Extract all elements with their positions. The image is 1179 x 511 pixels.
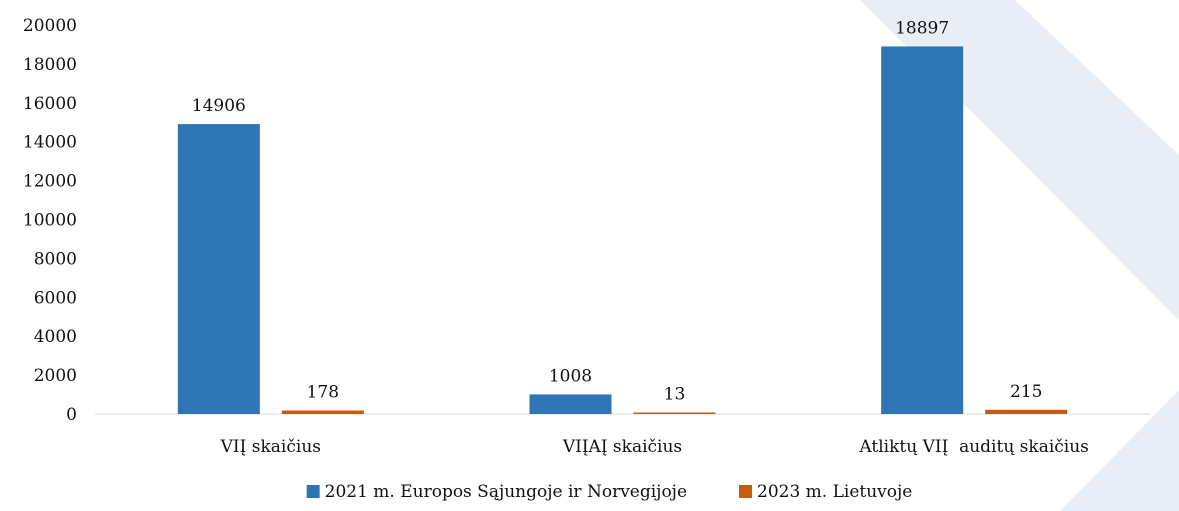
decoration-band-lower: [1060, 390, 1179, 511]
category-label: VIĮAĮ skaičius: [562, 437, 682, 457]
data-label: 178: [307, 383, 339, 403]
data-label: 18897: [895, 18, 949, 38]
y-tick-label: 16000: [23, 94, 77, 114]
y-tick-label: 10000: [23, 211, 77, 231]
y-tick-label: 8000: [34, 249, 77, 269]
y-tick-label: 12000: [23, 172, 77, 192]
category-label: Atliktų VIĮ auditų skaičius: [858, 437, 1089, 457]
legend: 2021 m. Europos Sąjungoje ir Norvegijoje…: [306, 482, 912, 502]
data-label: 13: [664, 385, 686, 405]
bar-lithuania-2023: [985, 409, 1068, 414]
y-tick-label: 14000: [23, 133, 77, 153]
bar-eu-norway-2021: [177, 124, 260, 414]
category-labels: VIĮ skaičius VIĮAĮ skaičius Atliktų VIĮ au…: [220, 437, 1089, 457]
data-label: 1008: [549, 366, 592, 386]
y-tick-label: 4000: [34, 327, 77, 347]
data-label: 14906: [192, 96, 246, 116]
y-tick-label: 18000: [23, 55, 77, 75]
legend-label: 2023 m. Lietuvoje: [757, 482, 912, 502]
bar-eu-norway-2021: [529, 394, 612, 414]
y-tick-label: 6000: [34, 288, 77, 308]
legend-label: 2021 m. Europos Sąjungoje ir Norvegijoje: [325, 482, 687, 502]
legend-swatch: [306, 485, 320, 498]
data-labels: 14906 178 1008 13 18897 215: [192, 18, 1043, 404]
y-tick-label: 2000: [34, 366, 77, 386]
bar-eu-norway-2021: [881, 46, 964, 415]
bar-lithuania-2023: [281, 410, 364, 414]
legend-item: 2023 m. Lietuvoje: [739, 482, 912, 502]
legend-item: 2021 m. Europos Sąjungoje ir Norvegijoje: [306, 482, 687, 502]
bars: [177, 46, 1068, 415]
category-label: VIĮ skaičius: [220, 437, 321, 457]
bar-lithuania-2023: [633, 412, 716, 414]
y-tick-label: 0: [66, 405, 77, 425]
legend-swatch: [739, 485, 753, 498]
data-label: 215: [1010, 382, 1042, 402]
y-tick-label: 20000: [23, 16, 77, 36]
y-axis: 0 2000 4000 6000 8000 10000 12000 14000 16000 180…: [23, 16, 77, 425]
